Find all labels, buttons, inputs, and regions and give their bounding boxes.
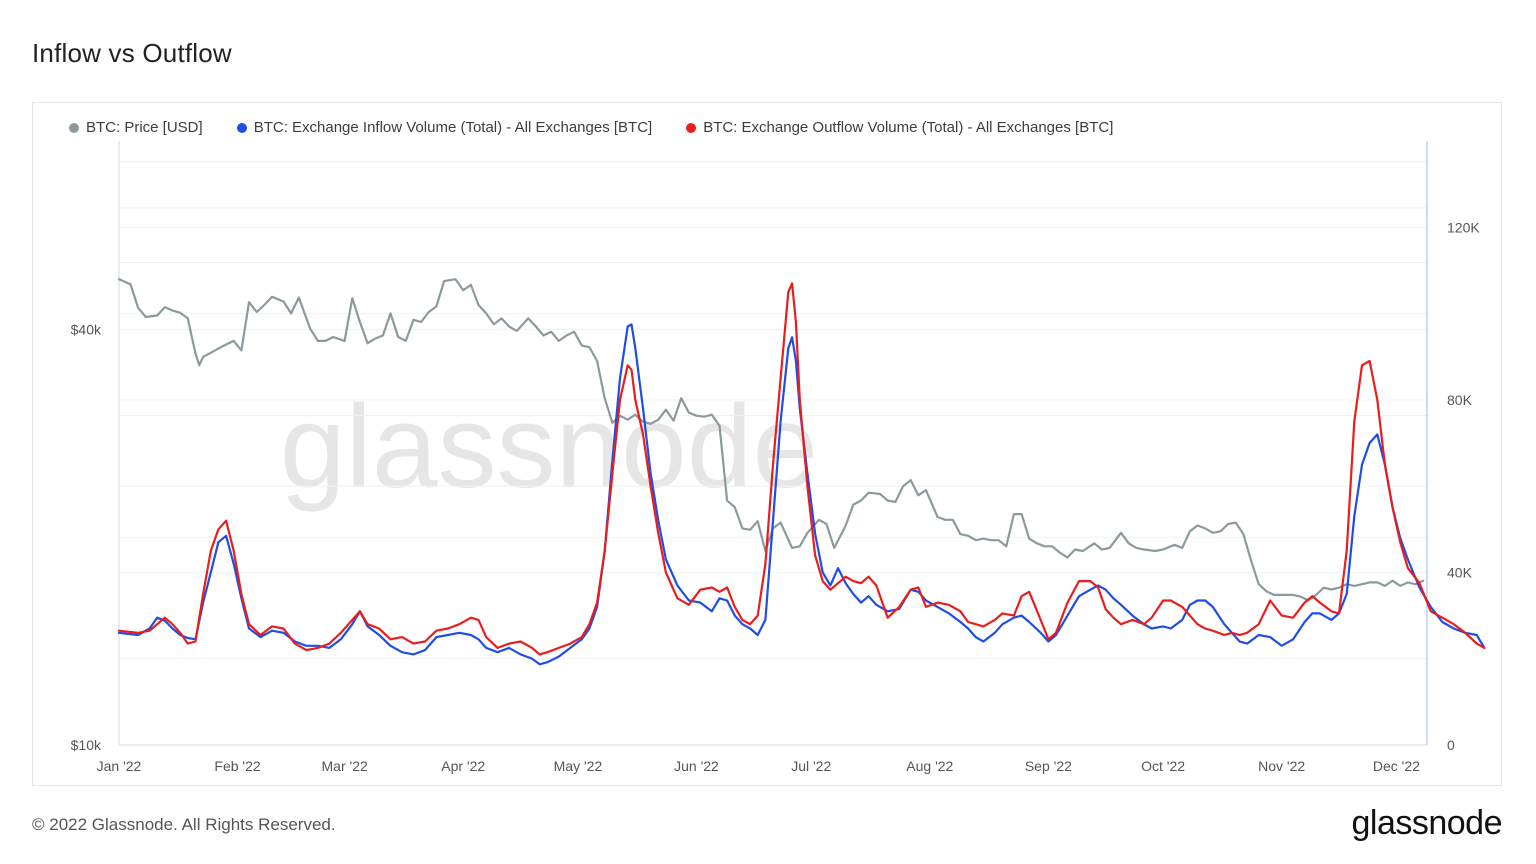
x-tick-label: Feb '22	[214, 758, 260, 774]
y-right-tick-label: 40K	[1447, 564, 1473, 580]
chart-card: BTC: Price [USD] BTC: Exchange Inflow Vo…	[32, 102, 1502, 786]
y-right-tick-label: 0	[1447, 737, 1455, 753]
x-tick-label: Jan '22	[97, 758, 142, 774]
page-title: Inflow vs Outflow	[32, 38, 232, 68]
outflow-line	[117, 282, 1486, 656]
x-tick-label: Apr '22	[441, 758, 485, 774]
series-layer	[117, 278, 1486, 666]
legend-item-inflow[interactable]: BTC: Exchange Inflow Volume (Total) - Al…	[236, 119, 653, 136]
watermark-text: glassnode	[280, 381, 818, 513]
chart-plot[interactable]: glassnode Jan '22 Feb '22 Mar '22 Apr '22 Ma…	[33, 103, 1501, 785]
x-tick-label: Dec '22	[1373, 758, 1420, 774]
x-tick-label: Jul '22	[791, 758, 831, 774]
x-tick-label: Jun '22	[674, 758, 719, 774]
axis-layer: Jan '22 Feb '22 Mar '22 Apr '22 May '22 Jun '…	[71, 141, 1480, 774]
legend-dot-outflow	[686, 122, 697, 133]
x-tick-label: Nov '22	[1258, 758, 1305, 774]
chart-legend: BTC: Price [USD] BTC: Exchange Inflow Vo…	[69, 119, 1113, 136]
x-tick-label: Oct '22	[1141, 758, 1185, 774]
legend-label-outflow: BTC: Exchange Outflow Volume (Total) - A…	[703, 119, 1114, 136]
legend-item-price[interactable]: BTC: Price [USD]	[69, 119, 203, 136]
x-tick-label: Mar '22	[322, 758, 368, 774]
y-left-tick-label: $10k	[71, 737, 102, 753]
y-right-tick-label: 80K	[1447, 392, 1473, 408]
legend-dot-inflow	[236, 122, 247, 133]
x-tick-label: Sep '22	[1025, 758, 1072, 774]
x-tick-label: Aug '22	[906, 758, 953, 774]
brand-logo: glassnode	[1351, 804, 1502, 842]
legend-item-outflow[interactable]: BTC: Exchange Outflow Volume (Total) - A…	[686, 119, 1113, 136]
grid-layer	[119, 161, 1427, 746]
y-left-tick-label: $40k	[71, 321, 102, 337]
legend-label-inflow: BTC: Exchange Inflow Volume (Total) - Al…	[253, 119, 653, 136]
copyright-text: © 2022 Glassnode. All Rights Reserved.	[32, 815, 336, 834]
y-right-tick-label: 120K	[1447, 219, 1480, 235]
legend-label-price: BTC: Price [USD]	[86, 119, 203, 136]
legend-dot-price	[69, 122, 79, 133]
x-tick-label: May '22	[554, 758, 603, 774]
